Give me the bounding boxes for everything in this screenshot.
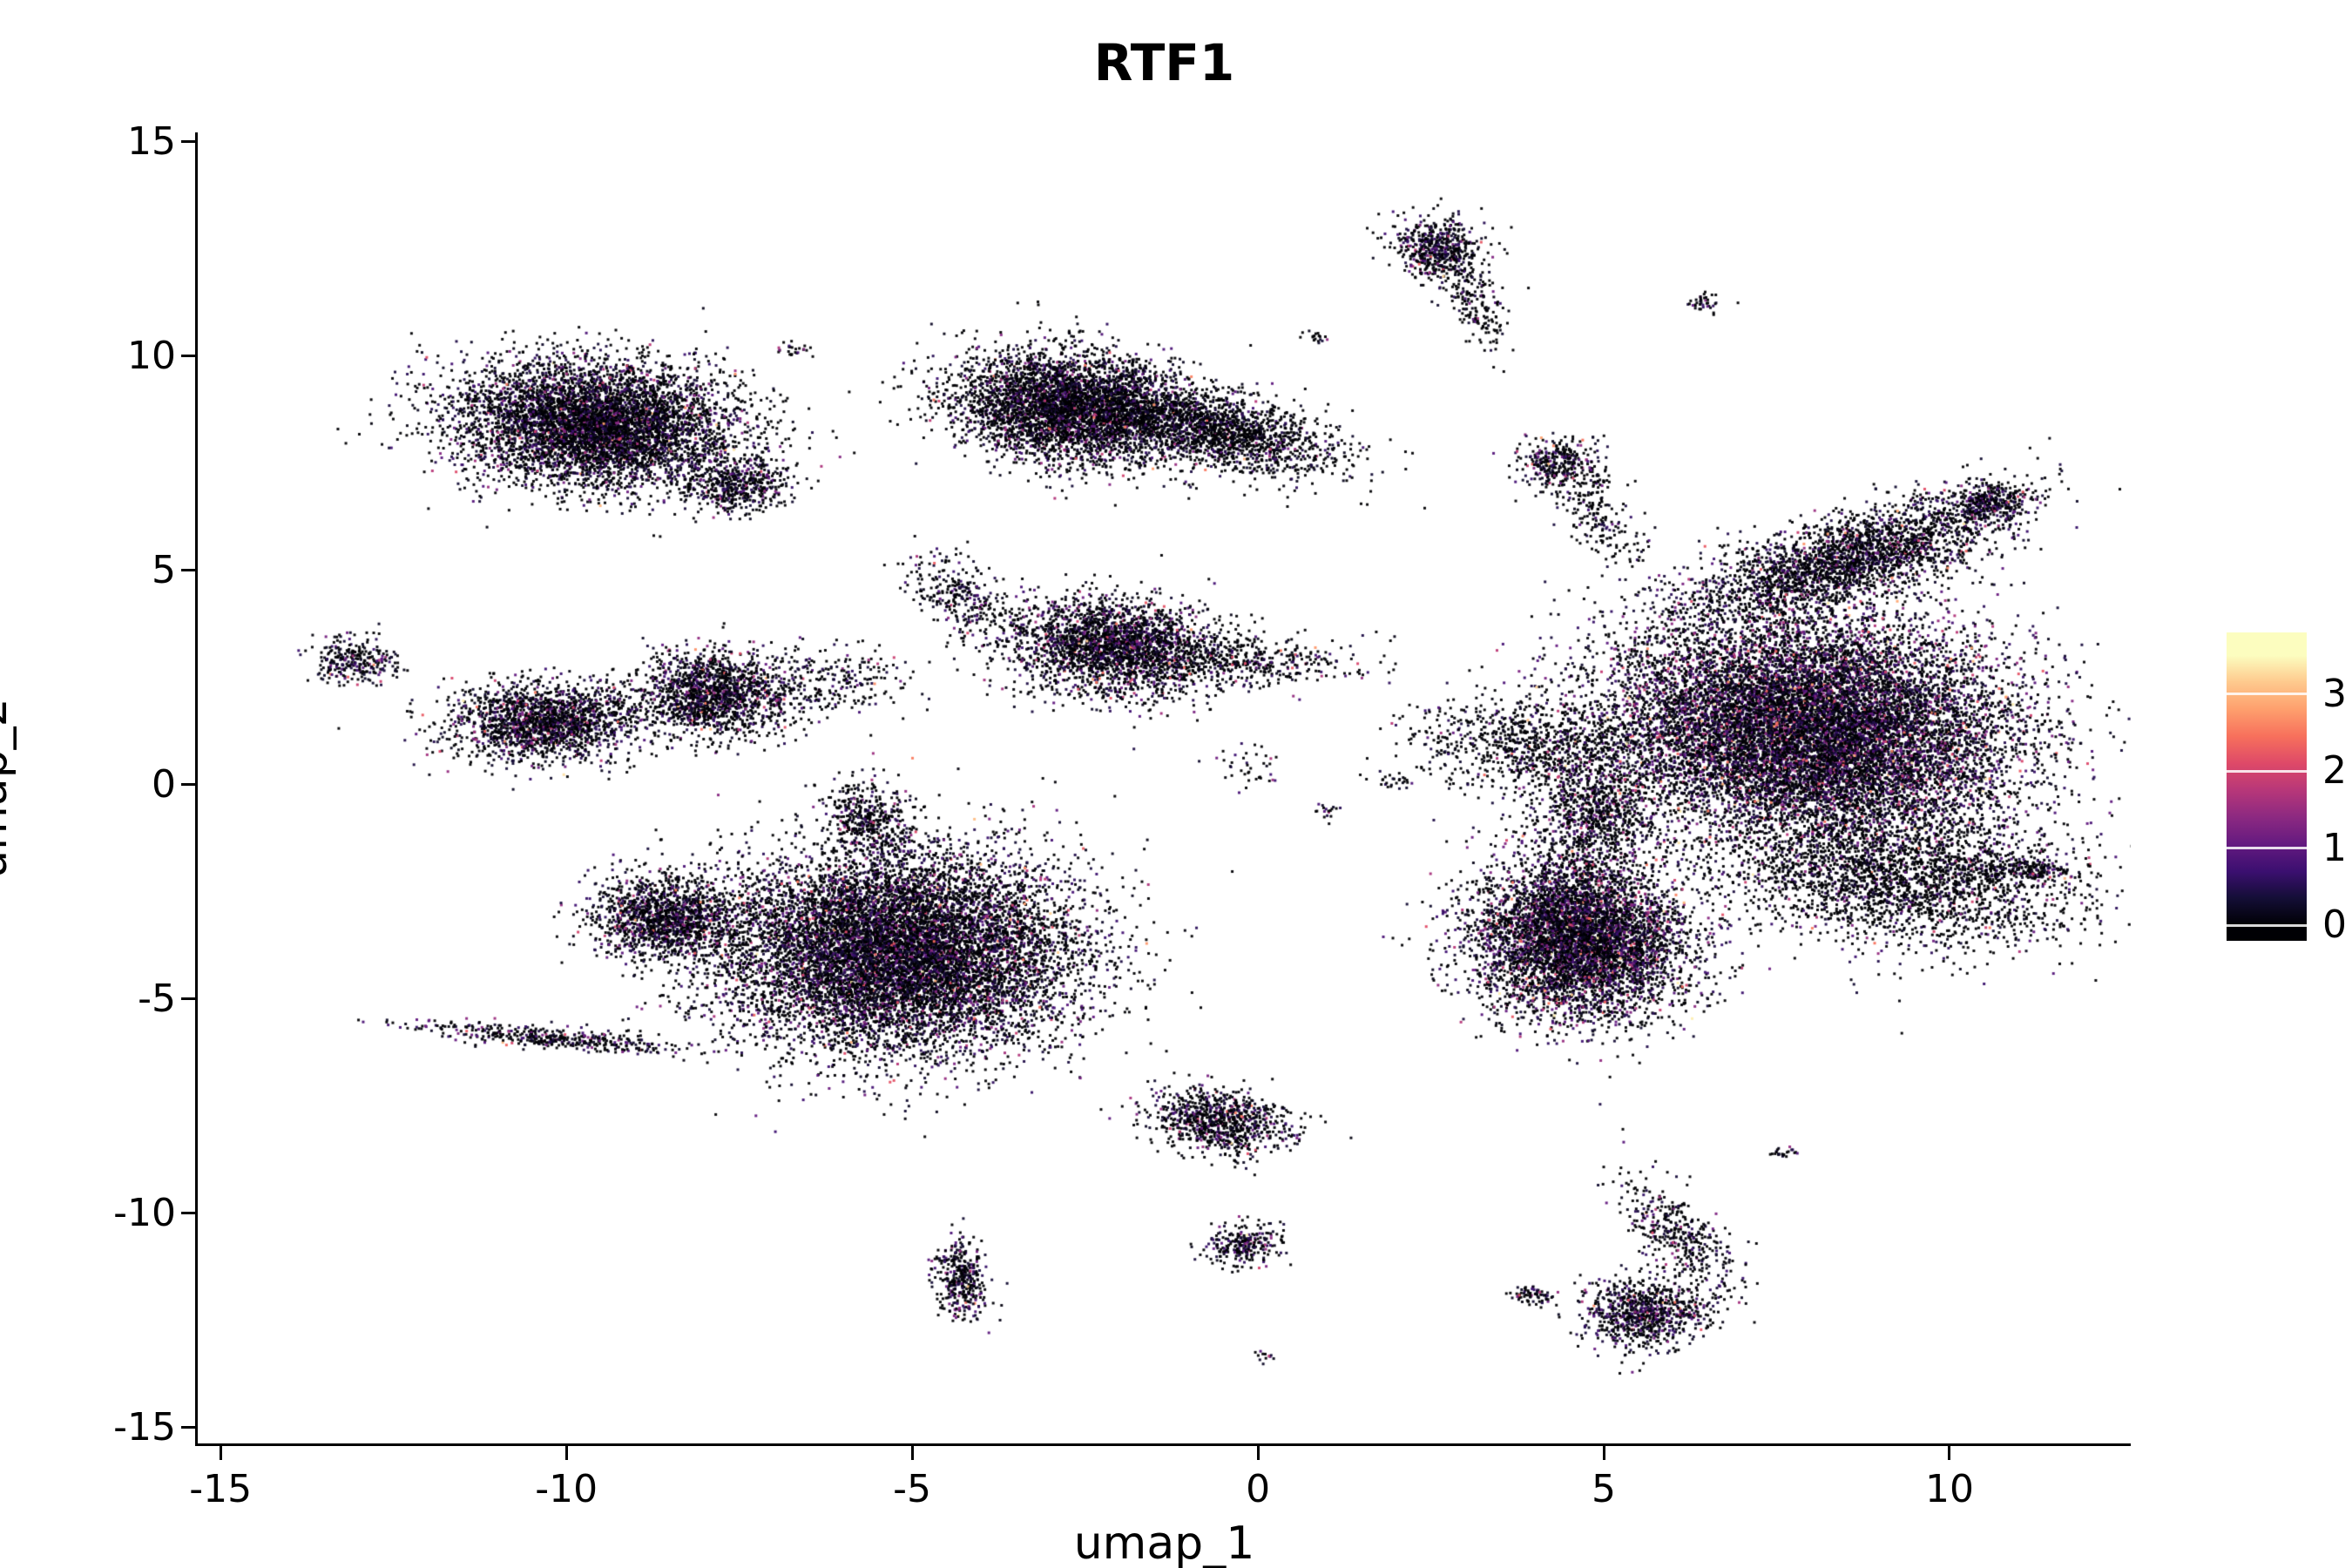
colorbar-gradient [2227,632,2307,941]
colorbar-tick-label: 0 [2322,902,2347,948]
umap-scatter-canvas [198,132,2131,1443]
y-tick-label: -15 [113,1404,176,1450]
x-tick-mark [910,1446,914,1460]
y-tick-mark [181,997,195,1001]
x-tick-mark [219,1446,222,1460]
x-tick-mark [1602,1446,1605,1460]
y-axis-title: umap_2 [0,698,17,879]
y-tick-label: -5 [138,976,176,1021]
y-tick-mark [181,140,195,144]
x-tick-label: 0 [1246,1467,1271,1511]
x-tick-mark [1256,1446,1260,1460]
colorbar-tick-mark [2227,769,2307,773]
colorbar-tick-mark [2227,847,2307,850]
y-tick-mark [181,569,195,572]
colorbar: 0 1 2 3 [2227,632,2349,947]
x-tick-label: -5 [893,1467,932,1511]
x-tick-label: 5 [1592,1467,1617,1511]
colorbar-tick-mark [2227,923,2307,927]
x-axis-line [195,1443,2131,1446]
y-tick-mark [181,783,195,787]
y-tick-label: -10 [113,1190,176,1235]
x-tick-mark [1948,1446,1951,1460]
plot-title: RTF1 [1093,33,1235,92]
y-tick-mark [181,1212,195,1215]
y-tick-label: 0 [152,761,176,807]
x-tick-label: -15 [189,1467,253,1511]
y-tick-label: 10 [127,333,176,378]
x-tick-label: -10 [535,1467,598,1511]
colorbar-tick-mark [2227,693,2307,696]
y-tick-label: 5 [152,547,176,592]
y-tick-mark [181,355,195,358]
y-tick-label: 15 [127,118,176,164]
x-axis-title: umap_1 [1073,1517,1255,1568]
colorbar-tick-label: 2 [2322,748,2347,794]
x-tick-label: 10 [1924,1467,1974,1511]
colorbar-tick-label: 3 [2322,671,2347,716]
y-axis-line [195,132,198,1446]
x-tick-mark [564,1446,568,1460]
colorbar-tick-label: 1 [2322,825,2347,870]
y-tick-mark [181,1426,195,1429]
